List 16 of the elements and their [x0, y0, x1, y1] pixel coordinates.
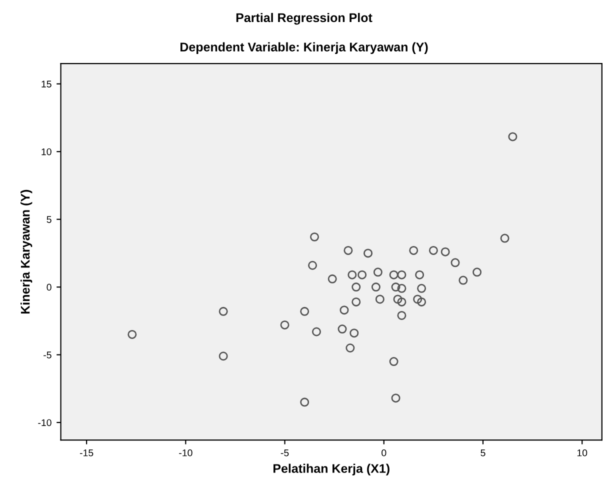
x-tick-label: 10 — [577, 449, 588, 456]
y-axis-title: Kinerja Karyawan (Y) — [20, 190, 32, 314]
x-tick-label: 5 — [480, 449, 486, 456]
chart-subtitle: Dependent Variable: Kinerja Karyawan (Y) — [180, 42, 428, 54]
y-tick-label: -5 — [44, 352, 52, 358]
y-tick-label: 0 — [46, 284, 52, 291]
x-tick-label: -15 — [80, 449, 94, 456]
y-tick-label: 10 — [42, 148, 52, 156]
chart-title: Partial Regression Plot — [236, 12, 372, 25]
x-tick-label: -10 — [179, 449, 192, 456]
x-tick-label: 0 — [382, 449, 386, 456]
y-tick-label: -10 — [38, 419, 52, 426]
y-tick-label: 15 — [42, 80, 52, 88]
x-axis-title: Pelatihan Kerja (X1) — [274, 464, 390, 476]
x-tick-label: -5 — [280, 449, 289, 456]
y-tick-label: 5 — [46, 216, 52, 223]
